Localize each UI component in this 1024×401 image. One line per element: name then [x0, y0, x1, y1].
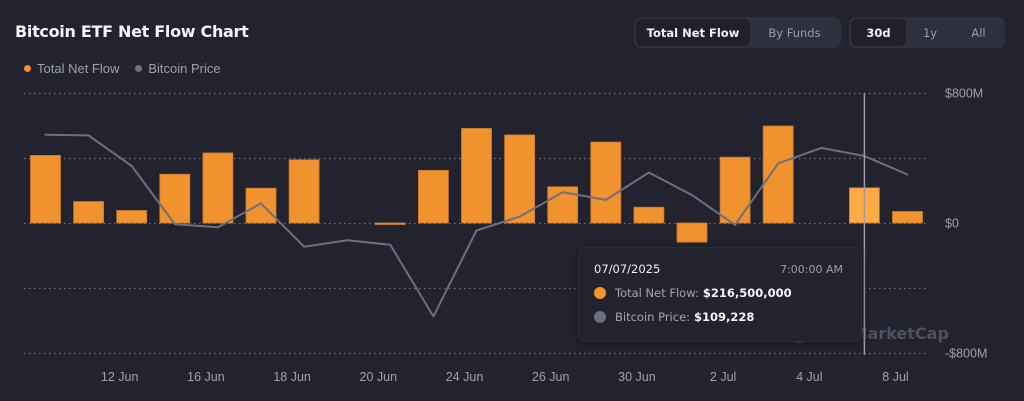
x-tick-label: 26 Jun: [532, 370, 570, 384]
chart-legend: Total Net Flow Bitcoin Price: [24, 61, 221, 76]
tooltip-flow-label: Total Net Flow:: [615, 286, 699, 300]
x-axis: 12 Jun 16 Jun 18 Jun 20 Jun 24 Jun 26 Jun 30 J…: [101, 370, 909, 384]
tooltip-price-row: Bitcoin Price: $109,228: [594, 310, 754, 324]
bar-30-jun: [633, 206, 665, 224]
tooltip-time: 7:00:00 AM: [780, 263, 843, 276]
range-30d-tab[interactable]: 30d: [851, 19, 906, 46]
net-flow-dot-icon: [594, 287, 606, 299]
y-tick-label: -$800M: [945, 347, 987, 361]
tooltip-net-flow-row: Total Net Flow: $216,500,000: [594, 286, 792, 300]
range-toggle-group: 30d 1y All: [849, 17, 1005, 48]
bar-12-jun: [116, 210, 148, 224]
x-tick-label: 18 Jun: [273, 370, 311, 384]
bar-20-jun: [374, 222, 406, 225]
bar-16-jun: [202, 152, 234, 224]
tooltip-flow-value: $216,500,000: [702, 286, 792, 300]
legend-item-net-flow[interactable]: Total Net Flow: [24, 61, 119, 76]
by-funds-tab[interactable]: By Funds: [768, 25, 821, 40]
bar-27-jun: [590, 141, 622, 224]
range-1y-tab[interactable]: 1y: [922, 25, 938, 40]
y-axis: $800M $0 -$800M: [945, 87, 987, 361]
bar-2-jul: [719, 156, 751, 224]
tooltip-price-value: $109,228: [694, 310, 755, 324]
chart-tooltip: 07/07/2025 7:00:00 AM Total Net Flow: $2…: [578, 247, 862, 342]
x-tick-label: 8 Jul: [882, 370, 908, 384]
bar-3-jul: [762, 125, 794, 224]
range-all-tab[interactable]: All: [971, 25, 986, 40]
tooltip-price-label: Bitcoin Price:: [615, 310, 691, 324]
x-tick-label: 24 Jun: [446, 370, 484, 384]
legend-label: Bitcoin Price: [148, 61, 221, 76]
bar-17-jun: [245, 187, 277, 224]
bar-18-jun: [288, 159, 320, 224]
x-tick-label: 20 Jun: [360, 370, 398, 384]
view-toggle-group: Total Net Flow By Funds: [634, 17, 841, 48]
bar-8-jul: [892, 211, 923, 224]
bar-7-jul: [849, 187, 880, 224]
bar-13-jun: [159, 173, 191, 224]
net-flow-dot-icon: [24, 65, 31, 72]
x-tick-label: 12 Jun: [101, 370, 139, 384]
bar-24-jun: [461, 128, 492, 224]
bar-10-jun: [30, 154, 61, 224]
bar-11-jun: [73, 201, 104, 224]
bar-25-jun: [504, 134, 536, 224]
bitcoin-price-line: [44, 133, 909, 318]
bar-series: [30, 125, 923, 243]
x-tick-label: 16 Jun: [187, 370, 225, 384]
y-tick-label: $0: [945, 217, 959, 231]
chart-title: Bitcoin ETF Net Flow Chart: [15, 22, 249, 41]
x-tick-label: 2 Jul: [710, 370, 736, 384]
bar-23-jun: [417, 169, 449, 224]
bar-1-jul: [676, 222, 708, 243]
y-tick-label: $800M: [945, 87, 983, 101]
x-tick-label: 4 Jul: [796, 370, 822, 384]
x-tick-label: 30 Jun: [618, 370, 656, 384]
bitcoin-price-dot-icon: [594, 311, 606, 323]
total-net-flow-tab[interactable]: Total Net Flow: [636, 19, 750, 46]
legend-label: Total Net Flow: [37, 61, 120, 76]
bitcoin-price-dot-icon: [135, 65, 143, 72]
tooltip-date: 07/07/2025: [594, 262, 661, 276]
legend-item-bitcoin-price[interactable]: Bitcoin Price: [135, 61, 221, 76]
